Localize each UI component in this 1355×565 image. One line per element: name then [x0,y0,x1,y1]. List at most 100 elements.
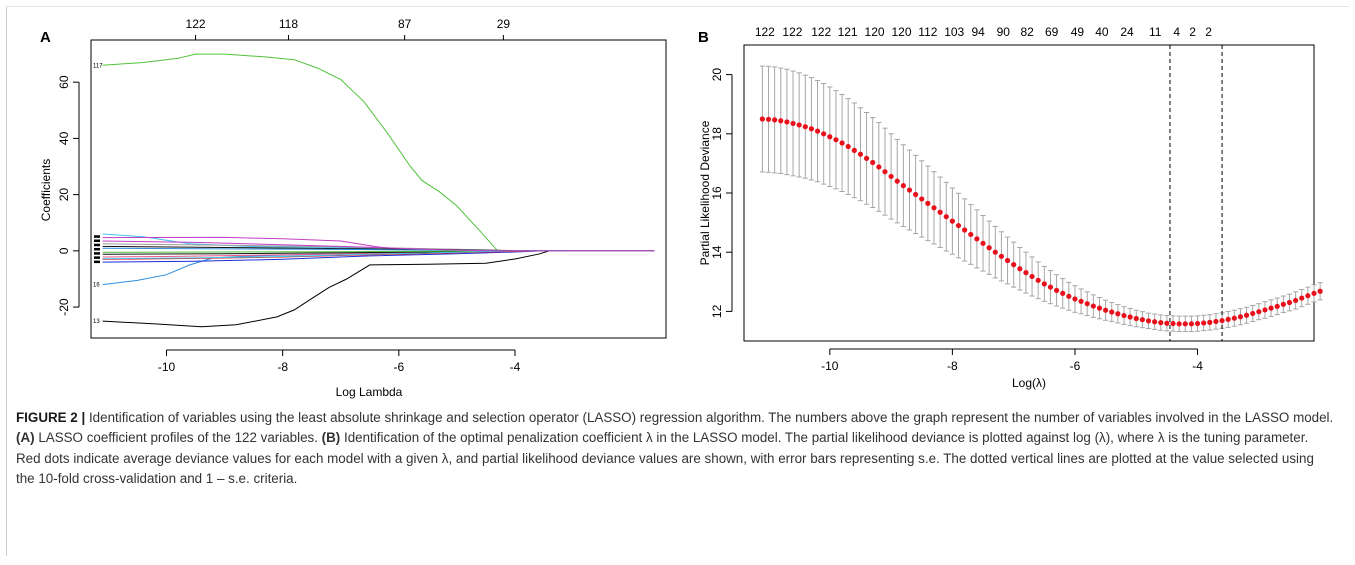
panel-b-y-label: Partial Likelihood Deviance [698,120,712,265]
caption-part: Identification of variables using the le… [85,410,1334,425]
x-tick-label: -6 [393,360,404,374]
y-tick-label: 0 [57,247,71,254]
overlapping-labels-mark [94,252,100,255]
top-tick-label: 122 [811,25,831,39]
top-tick-label: 69 [1045,25,1059,39]
mean-deviance-point [1317,288,1323,294]
mean-deviance-point [1182,321,1188,327]
top-tick-label: 2 [1189,25,1196,39]
panel-b-letter: B [698,29,709,46]
mean-deviance-point [1293,297,1299,304]
panel-a-variable-labels: 117 16 13 [93,63,103,325]
mean-deviance-point [1268,305,1274,311]
top-tick-label: 2 [1205,25,1212,39]
mean-deviance-point [863,155,870,161]
top-tick-label: 112 [918,25,937,39]
y-tick-label: 12 [710,304,724,318]
mean-deviance-point [931,205,937,211]
mean-deviance-point [968,231,974,238]
panel-b-error-bars [759,65,1323,333]
top-tick-label: 40 [1095,25,1109,39]
mean-deviance-point [919,196,925,202]
panel-b-x-label: Log(λ) [1012,376,1046,390]
mean-deviance-point [1299,295,1305,301]
top-tick-label: 94 [971,25,985,39]
top-tick-label: 49 [1071,25,1085,39]
mean-deviance-point [1311,290,1317,296]
mean-deviance-point [821,131,827,137]
y-tick-label: 18 [710,127,724,141]
mean-deviance-point [1256,309,1262,315]
coefficient-path [102,250,655,328]
y-tick-label: 14 [710,245,724,259]
top-tick-label: 29 [497,17,511,31]
top-tick-label: 120 [892,25,912,39]
panel-b: B -10 -8 -6 -4 12 14 16 18 20 122 122 122 121 120 12… [698,25,1323,390]
mean-deviance-point [888,173,894,180]
overlapping-labels-mark [94,239,100,243]
top-tick-label: 87 [398,17,412,31]
mean-deviance-point [1029,273,1035,280]
mean-deviance-point [1286,299,1293,306]
mean-deviance-point [857,151,864,157]
mean-deviance-point [1201,320,1207,326]
mean-deviance-point [1078,298,1084,304]
panel-a-plot-box [90,39,667,339]
panel-b-top-axis: 122 122 122 121 120 120 112 103 94 90 82 69 49 40 24 11… [755,25,1212,39]
overlapping-labels-mark [94,235,100,238]
mean-deviance-point [1035,277,1041,283]
overlapping-labels-mark [94,260,100,264]
mean-deviance-point [765,116,772,122]
mean-deviance-point [900,183,906,189]
mean-deviance-point [1213,318,1219,325]
mean-deviance-point [925,200,931,206]
overlapping-labels-mark [94,243,100,247]
mean-deviance-point [1237,314,1244,320]
top-tick-label: 82 [1020,25,1034,39]
mean-deviance-point [1152,319,1158,325]
mean-deviance-point [1305,293,1311,299]
caption-body: Identification of variables using the le… [16,410,1333,486]
panel-b-mean-points [759,116,1323,327]
mean-deviance-point [1115,311,1121,317]
x-tick-label: -10 [821,359,839,373]
y-tick-label: -20 [57,298,71,316]
mean-deviance-point [1127,314,1133,320]
top-tick-label: 11 [1149,25,1162,39]
caption-part: LASSO coefficient profiles of the 122 va… [34,430,322,446]
coefficient-path [102,240,655,252]
mean-deviance-point [894,178,900,184]
mean-deviance-point [974,236,980,242]
top-tick-label: 103 [944,25,964,39]
mean-deviance-point [827,134,833,140]
overlapping-labels-mark [94,247,100,251]
variable-number-label: 16 [93,283,100,289]
y-tick-label: 40 [57,131,71,145]
panel-a-letter: A [40,29,51,46]
top-tick-label: 118 [279,17,298,31]
panel-a-x-axis: -10 -8 -6 -4 [158,349,521,374]
mean-deviance-point [1084,301,1090,307]
mean-deviance-point [1133,315,1139,322]
panel-a-y-label: Coefficients [39,159,53,221]
mean-deviance-point [1188,321,1195,327]
mean-deviance-point [1053,287,1060,293]
caption-part: Identification of the optimal penalizati… [16,430,1314,486]
mean-deviance-point [906,187,913,193]
panel-a-x-label: Log Lambda [336,385,403,399]
y-tick-label: 16 [710,186,724,200]
mean-deviance-point [808,126,815,132]
mean-deviance-point [1219,317,1225,324]
coefficient-path [102,53,655,252]
mean-deviance-point [772,117,778,123]
mean-deviance-point [882,169,888,175]
x-tick-label: -8 [947,359,958,373]
mean-deviance-point [1041,281,1047,287]
mean-deviance-point [1121,312,1127,319]
mean-deviance-point [998,253,1005,259]
y-tick-label: 60 [57,75,71,89]
mean-deviance-point [1090,303,1096,309]
mean-deviance-point [1158,320,1164,326]
